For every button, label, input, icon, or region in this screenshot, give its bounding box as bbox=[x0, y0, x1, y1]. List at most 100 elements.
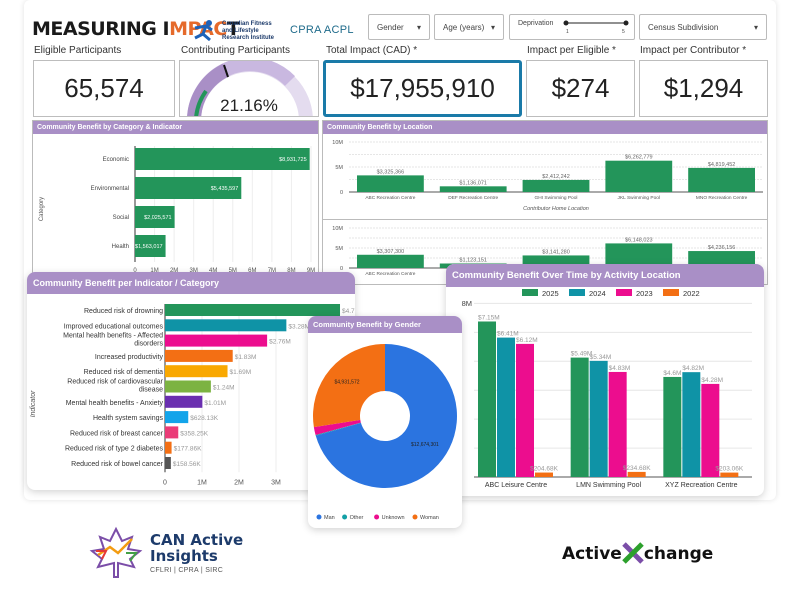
bar-value-label: $4.83M bbox=[609, 365, 631, 372]
x-tick-label: LMN Swimming Pool bbox=[576, 482, 641, 489]
location-chart-title: Community Benefit by Location bbox=[323, 121, 767, 134]
legend-label: Man bbox=[324, 515, 335, 521]
overtime-chart-title: Community Benefit Over Time by Activity … bbox=[446, 264, 764, 287]
indicator-label: Reduced risk of drowning bbox=[84, 308, 163, 315]
per-eligible-kpi: $274 bbox=[526, 60, 635, 117]
gender-chart-title: Community Benefit by Gender bbox=[308, 316, 462, 333]
pie-slice-other bbox=[315, 422, 361, 436]
deprivation-slider[interactable]: Deprivation 1 5 bbox=[509, 14, 635, 40]
indicator-label: Reduced risk of bowel cancer bbox=[71, 461, 163, 468]
indicator-bar bbox=[165, 380, 211, 393]
bar-value-label: $628.13K bbox=[190, 415, 218, 422]
indicator-label: Reduced risk of type 2 diabetes bbox=[65, 446, 164, 453]
location-bar bbox=[688, 167, 755, 192]
cflri-logo: Canadian Fitness and Lifestyle Research … bbox=[192, 20, 274, 42]
bar-value-label: $4.73M bbox=[342, 308, 355, 315]
census-subdivision-filter[interactable]: Census Subdivision ▾ bbox=[639, 14, 767, 40]
y-tick-label: 10M bbox=[332, 140, 343, 146]
cpra-logo: CPRA ACPL bbox=[290, 24, 354, 36]
age-filter[interactable]: Age (years) ▾ bbox=[434, 14, 504, 40]
gender-filter[interactable]: Gender ▾ bbox=[368, 14, 430, 40]
location-bar bbox=[605, 160, 673, 192]
y-tick-label: 0 bbox=[340, 190, 343, 196]
contributing-gauge bbox=[187, 61, 313, 116]
overtime-bar bbox=[516, 343, 534, 477]
x-tick-label: 1M bbox=[150, 268, 158, 274]
category-label: Economic bbox=[103, 157, 129, 163]
indicator-label: Mental health benefits - Affected bbox=[63, 333, 163, 340]
can-active-line1: CAN Active bbox=[150, 531, 244, 549]
category-label: Health bbox=[112, 244, 129, 250]
bar-value-label: $2,412,242 bbox=[542, 174, 570, 180]
location-bar bbox=[439, 186, 507, 192]
bar-value-label: $4.82M bbox=[682, 365, 704, 372]
bar-value-label: $177.86K bbox=[174, 446, 202, 453]
overtime-bar bbox=[663, 376, 682, 477]
x-tick-label: 0 bbox=[133, 268, 137, 274]
overtime-card: Community Benefit Over Time by Activity … bbox=[446, 264, 764, 496]
category-bar bbox=[135, 148, 310, 170]
legend-swatch bbox=[316, 514, 322, 520]
x-tick-label: MNO Recreation Centre bbox=[696, 195, 748, 201]
legend-label: 2023 bbox=[636, 289, 653, 298]
y-tick-label: 10M bbox=[332, 226, 343, 232]
x-tick-label: ABC Leisure Centre bbox=[485, 482, 547, 489]
x-tick-label: XYZ Recreation Centre bbox=[665, 482, 737, 489]
legend-label: Other bbox=[350, 515, 364, 521]
bar-value-label: $1,563,017 bbox=[135, 244, 163, 250]
indicator-chart: 01M2M3M4MIndicatorReduced risk of drowni… bbox=[30, 304, 355, 486]
census-filter-label: Census Subdivision bbox=[648, 22, 719, 32]
eligible-kpi: 65,574 bbox=[33, 60, 175, 117]
indicator-label: Reduced risk of dementia bbox=[84, 369, 163, 376]
legend-label: Woman bbox=[420, 515, 439, 521]
per-contributor-kpi: $1,294 bbox=[639, 60, 768, 117]
indicator-bar bbox=[165, 304, 341, 316]
overtime-bar bbox=[701, 383, 720, 477]
gauge-band-dark bbox=[187, 63, 230, 116]
runner-icon bbox=[194, 20, 213, 42]
eligible-value: 65,574 bbox=[64, 73, 144, 103]
overtime-bar bbox=[682, 372, 701, 477]
slider-handle-max[interactable] bbox=[623, 20, 629, 26]
logo-text-3: T bbox=[226, 18, 240, 40]
can-active-sub: CFLRI | CPRA | SIRC bbox=[150, 567, 224, 574]
bar-value-label: $7.15M bbox=[478, 314, 500, 321]
bar-value-label: $5.49M bbox=[571, 351, 593, 358]
y-tick-label: 5M bbox=[335, 246, 343, 252]
indicator-label: Reduced risk of cardiovascular bbox=[67, 379, 163, 386]
bar-value-label: $4.28M bbox=[701, 377, 723, 384]
bar-value-label: $1.83M bbox=[235, 354, 257, 361]
slice-value-label: $4,931,572 bbox=[334, 379, 359, 385]
legend-swatch bbox=[663, 289, 679, 296]
legend-label: 2024 bbox=[589, 289, 606, 298]
y-tick-label: 5M bbox=[335, 165, 343, 171]
contributing-kpi: 21.16% bbox=[179, 60, 319, 117]
indicator-bar bbox=[165, 441, 172, 454]
bar-value-label: $4.6M bbox=[663, 370, 681, 377]
x-axis-title: Contributor Home Location bbox=[523, 206, 589, 212]
cflri-line-3: Research Institute bbox=[222, 34, 275, 41]
indicator-chart-title: Community Benefit per Indicator / Catego… bbox=[27, 272, 355, 294]
range-slider-track[interactable] bbox=[562, 18, 630, 36]
overtime-bar bbox=[608, 371, 627, 477]
slider-handle-min[interactable] bbox=[563, 20, 569, 26]
per-contributor-label: Impact per Contributor * bbox=[640, 45, 747, 56]
bar-value-label: $6.41M bbox=[497, 331, 519, 338]
pie-slice-unknown bbox=[313, 419, 361, 435]
category-bar bbox=[135, 235, 166, 257]
x-tick-label: 3M bbox=[271, 479, 281, 486]
measuring-impact-logo: MEASURING IMPACT bbox=[32, 12, 240, 46]
indicator-bar bbox=[165, 395, 203, 408]
bar-value-label: $5.34M bbox=[590, 354, 612, 361]
pie-slice-woman bbox=[313, 344, 385, 428]
bar-value-label: $234.68K bbox=[623, 465, 651, 472]
y-axis-title: Indicator bbox=[30, 390, 37, 418]
bar-value-label: $3.28M bbox=[288, 323, 310, 330]
legend-label: Unknown bbox=[382, 515, 405, 521]
gender-chart: $12,674,301 $4,931,572 Man Other Unknown Woma… bbox=[313, 344, 457, 521]
indicator-bar bbox=[165, 349, 233, 362]
slice-value-label: $12,674,301 bbox=[411, 442, 439, 448]
bar-value-label: $1.69M bbox=[230, 369, 252, 376]
bar-value-label: $6,262,779 bbox=[625, 155, 653, 161]
total-impact-value: $17,955,910 bbox=[350, 73, 495, 103]
